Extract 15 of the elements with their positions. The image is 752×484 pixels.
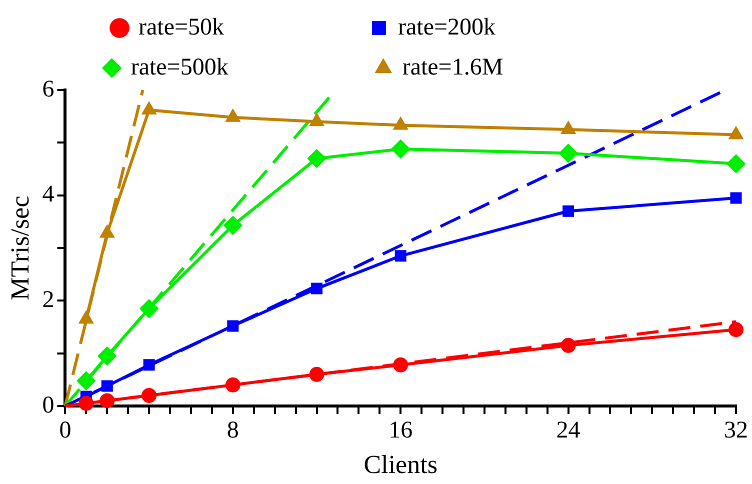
- y-tick-label: 0: [42, 392, 54, 418]
- legend-label: rate=200k: [398, 14, 628, 40]
- x-tick-label: 32: [724, 418, 748, 444]
- y-tick-label: 6: [42, 76, 54, 102]
- x-tick-label: 24: [556, 418, 580, 444]
- x-tick-label: 8: [226, 418, 239, 444]
- y-tick-label: 4: [42, 182, 54, 208]
- legend-label: rate=1.6M: [402, 54, 636, 80]
- x-tick-label: 16: [388, 418, 413, 444]
- x-axis-title: Clients: [364, 450, 438, 480]
- y-tick-label: 2: [42, 286, 54, 313]
- y-axis-title: MTris/sec: [5, 196, 34, 300]
- x-tick-label: 0: [59, 418, 72, 444]
- legend-label: rate=500k: [130, 54, 360, 80]
- legend-label: rate=50k: [138, 14, 356, 40]
